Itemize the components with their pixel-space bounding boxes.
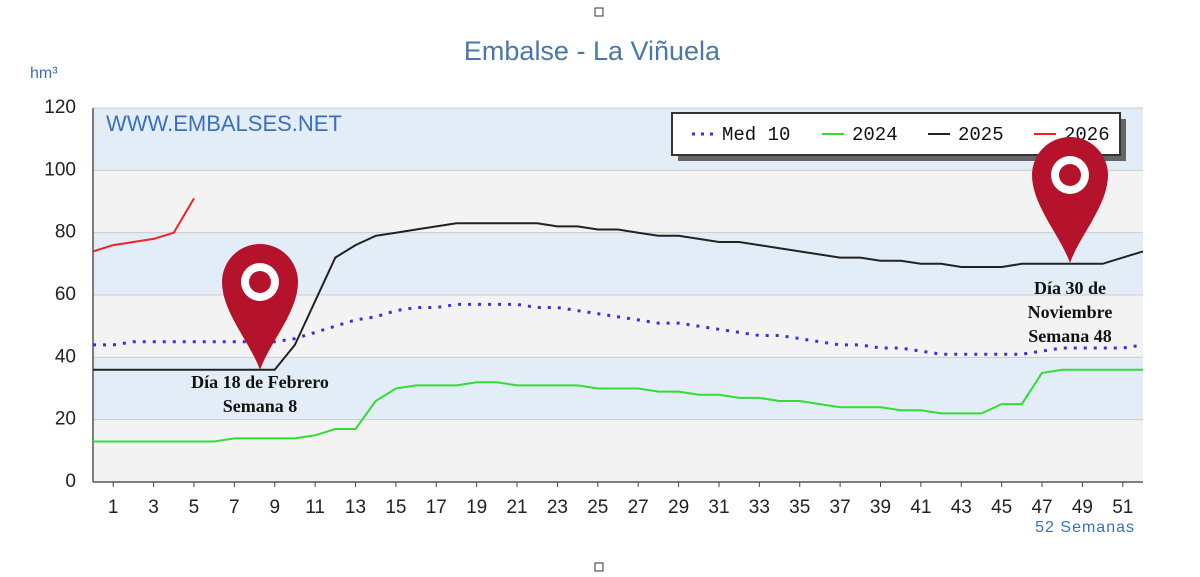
x-tick-label: 3: [148, 497, 159, 518]
annotation: Día 30 de: [1034, 278, 1106, 298]
y-tick-label: 40: [55, 346, 76, 367]
y-tick-label: 20: [55, 409, 76, 430]
series-line: [93, 368, 1143, 443]
series-line: [92, 197, 195, 253]
x-tick-label: 49: [1072, 497, 1093, 518]
plot-band: [93, 419, 1143, 482]
x-tick-label: 29: [668, 497, 689, 518]
y-axis-unit: hm³: [30, 65, 58, 82]
series-line: [93, 222, 1144, 371]
x-tick-label: 47: [1031, 497, 1052, 518]
y-tick-label: 100: [44, 159, 76, 180]
x-tick-label: 45: [991, 497, 1012, 518]
y-tick-label: 120: [44, 97, 76, 118]
map-pin-dot: [249, 271, 271, 293]
y-tick-label: 0: [65, 471, 76, 492]
x-tick-label: 9: [269, 497, 280, 518]
annotation: Día 18 de Febrero: [191, 372, 329, 392]
x-tick-label: 7: [229, 497, 240, 518]
legend-label: 2024: [852, 124, 898, 146]
handle: [594, 562, 604, 572]
annotation: Noviembre: [1028, 302, 1113, 322]
y-tick-label: 60: [55, 284, 76, 305]
y-tick-label: 80: [55, 222, 76, 243]
x-tick-label: 17: [426, 497, 447, 518]
x-tick-label: 33: [749, 497, 770, 518]
x-tick-label: 5: [189, 497, 200, 518]
x-tick-label: 19: [466, 497, 487, 518]
series-line: [93, 302, 1144, 356]
watermark: WWW.EMBALSES.NET: [106, 111, 342, 136]
x-tick-label: 27: [628, 497, 649, 518]
annotation: Semana 48: [1028, 326, 1112, 346]
legend-label: Med 10: [722, 124, 790, 146]
x-axis-label: 52 Semanas: [1035, 519, 1135, 536]
x-tick-label: 31: [708, 497, 729, 518]
chart-title: Embalse - La Viñuela: [464, 36, 721, 66]
plot-band: [93, 170, 1143, 233]
x-tick-label: 37: [830, 497, 851, 518]
x-tick-label: 21: [506, 497, 527, 518]
x-tick-label: 35: [789, 497, 810, 518]
map-pin: [1032, 137, 1108, 263]
x-tick-label: 39: [870, 497, 891, 518]
handle: [594, 7, 604, 17]
x-tick-label: 11: [305, 497, 325, 518]
x-tick-label: 41: [910, 497, 931, 518]
x-tick-label: 13: [345, 497, 366, 518]
x-tick-label: 15: [385, 497, 406, 518]
x-tick-label: 25: [587, 497, 608, 518]
x-tick-label: 23: [547, 497, 568, 518]
annotation: Semana 8: [223, 396, 298, 416]
x-tick-label: 1: [108, 497, 119, 518]
x-tick-label: 51: [1112, 497, 1133, 518]
map-pin: [222, 244, 298, 370]
x-tick-label: 43: [951, 497, 972, 518]
legend-label: 2025: [958, 124, 1004, 146]
map-pin-dot: [1059, 164, 1081, 186]
